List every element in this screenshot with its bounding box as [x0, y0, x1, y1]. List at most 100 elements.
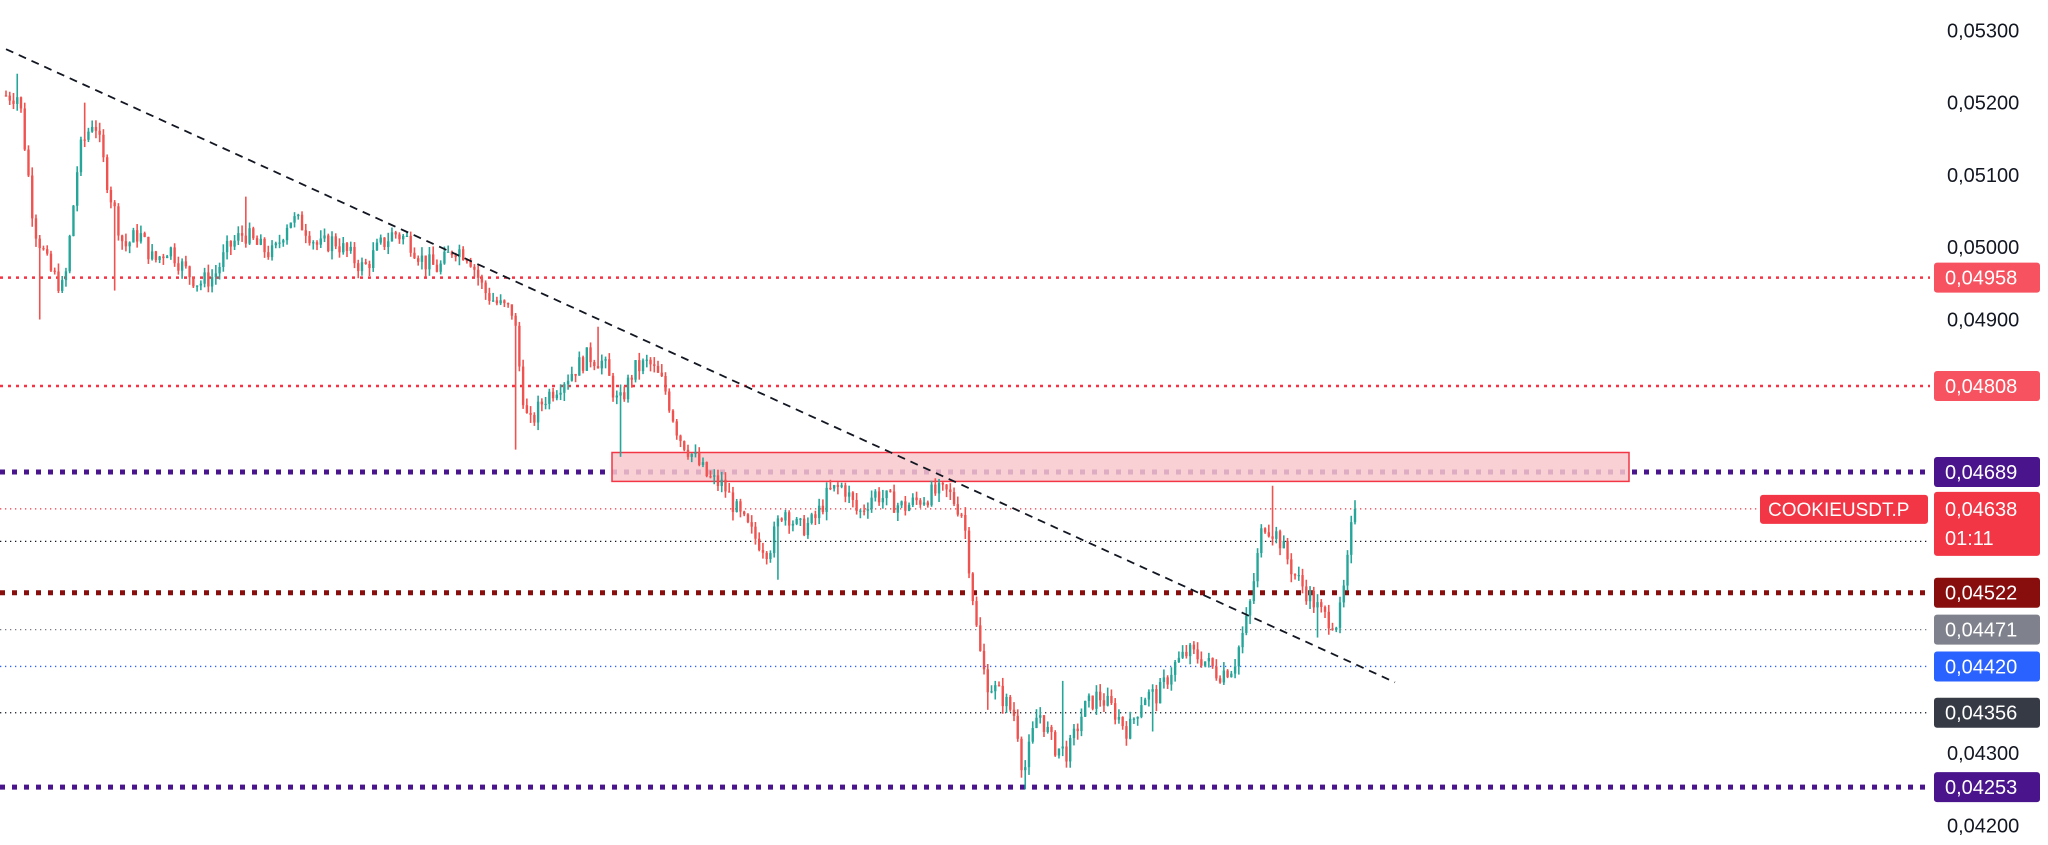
- candle-body: [979, 625, 982, 651]
- candle-body: [1237, 647, 1241, 667]
- candle-body: [570, 373, 574, 381]
- candle-body: [1211, 658, 1214, 667]
- candle-body: [248, 228, 251, 244]
- candle-body: [787, 512, 791, 526]
- candle-body: [1039, 715, 1042, 718]
- candle-body: [308, 235, 311, 244]
- candle-body: [698, 452, 701, 465]
- candle-body: [218, 266, 221, 274]
- candle-body: [1305, 586, 1308, 602]
- candle-body: [1173, 662, 1177, 675]
- candle-body: [454, 255, 457, 258]
- candle-body: [1042, 715, 1046, 732]
- candle-body: [634, 360, 637, 380]
- candle-body: [222, 252, 225, 267]
- candle-body: [188, 266, 191, 278]
- candle-body: [1256, 553, 1259, 582]
- candle-body: [244, 235, 248, 244]
- price-tag: [1934, 262, 2040, 293]
- candle-body: [713, 475, 716, 477]
- candle-body: [8, 95, 11, 101]
- candle-body: [668, 391, 671, 411]
- candle-body: [1095, 691, 1098, 709]
- candle-body: [960, 514, 963, 516]
- candle-body: [619, 392, 622, 396]
- candle-body: [23, 108, 26, 150]
- resistance-zone: [611, 451, 1630, 483]
- price-tags: 0,04958 0,04808 0,04689 0,04638 01:11 COOKIEU…: [1760, 262, 2040, 803]
- candle-body: [379, 237, 382, 243]
- candle-body: [559, 392, 562, 395]
- candle-body: [739, 501, 742, 512]
- candle-body: [866, 509, 870, 511]
- candle-body: [31, 175, 34, 219]
- candle-body: [1312, 590, 1315, 608]
- candle-body: [488, 293, 491, 301]
- candle-body: [390, 232, 394, 242]
- candle-body: [757, 538, 761, 550]
- candle-body: [1076, 728, 1079, 732]
- candle-body: [630, 377, 633, 380]
- candle-body: [705, 462, 708, 477]
- candle-body: [1035, 717, 1038, 729]
- candle-body: [859, 510, 862, 512]
- candle-body: [660, 372, 663, 377]
- candle-body: [611, 375, 615, 398]
- candle-body: [1117, 716, 1121, 720]
- candle-body: [98, 130, 101, 135]
- candle-body: [135, 230, 139, 242]
- candle-body: [327, 235, 330, 252]
- candle-body: [1057, 748, 1061, 756]
- candle-body: [165, 256, 169, 259]
- candle-body: [1338, 602, 1342, 628]
- candle-body: [207, 272, 210, 287]
- price-axis: 0,05300 0,05200 0,05100 0,05000 0,04900 0,043…: [1947, 20, 2019, 837]
- price-tag: [1934, 614, 2040, 645]
- candle-body: [1293, 574, 1297, 576]
- candle-body: [855, 499, 858, 511]
- candle-body: [1188, 644, 1192, 657]
- candle-body: [1203, 661, 1207, 666]
- candle-body: [986, 669, 989, 693]
- candle-body: [229, 240, 233, 247]
- candle-body: [38, 238, 41, 249]
- candle-body: [1196, 649, 1199, 660]
- candle-body: [1200, 659, 1203, 666]
- candle-body: [1275, 531, 1278, 539]
- candle-body: [484, 282, 487, 294]
- candle-body: [1260, 528, 1263, 554]
- candle-body: [1278, 531, 1282, 549]
- candle-body: [1054, 732, 1057, 756]
- candle-body: [1185, 651, 1188, 657]
- candle-body: [1098, 691, 1102, 701]
- candle-body: [270, 245, 274, 258]
- price-tag-label: 0,04522: [1945, 583, 2017, 605]
- current-price-label: 0,04638: [1945, 499, 2017, 521]
- candle-body: [364, 262, 367, 264]
- candle-body: [1226, 670, 1229, 678]
- candle-body: [772, 526, 776, 554]
- candle-body: [746, 514, 750, 523]
- candle-body: [964, 514, 967, 531]
- candle-body: [1072, 728, 1076, 739]
- candle-body: [68, 235, 71, 272]
- candle-body: [907, 504, 911, 511]
- candle-body: [690, 453, 693, 457]
- candle-body: [735, 501, 738, 512]
- candle-body: [1290, 559, 1293, 575]
- candle-body: [919, 500, 922, 505]
- candle-body: [1170, 674, 1173, 685]
- candle-body: [1143, 699, 1147, 706]
- candle-body: [16, 97, 19, 104]
- candle-body: [1350, 522, 1353, 555]
- candle-body: [83, 139, 86, 141]
- candle-body: [1248, 601, 1252, 616]
- candle-body: [952, 492, 956, 505]
- candle-body: [252, 228, 255, 239]
- candle-body: [120, 235, 124, 242]
- candle-body: [1271, 536, 1274, 539]
- candle-body: [267, 252, 270, 258]
- candle-body: [353, 246, 356, 264]
- candle-body: [1151, 689, 1154, 692]
